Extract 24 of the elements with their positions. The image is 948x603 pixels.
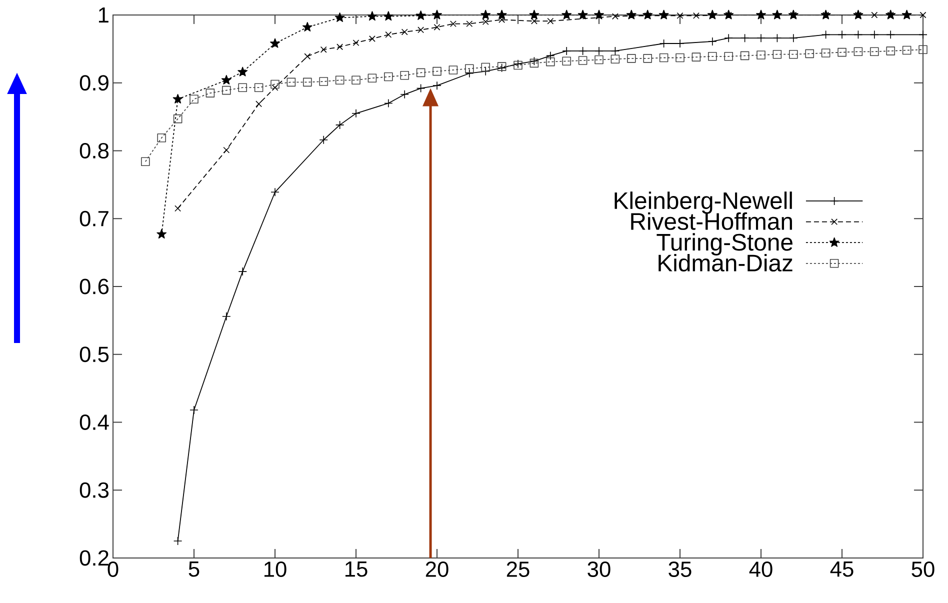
y-tick-label: 0.7	[80, 210, 108, 226]
y-tick-label: 0.4	[80, 414, 109, 430]
y-tick-label: 0.3	[80, 482, 109, 498]
y-tick-label: 1	[98, 7, 108, 23]
x-tick-label: 25	[506, 561, 530, 578]
y-tick-label: 0.9	[80, 75, 108, 91]
y-tick-label: 0.5	[80, 346, 109, 362]
x-tick-label: 15	[345, 562, 368, 577]
x-tick-label: 10	[264, 561, 286, 578]
x-tick-label: 45	[830, 562, 854, 577]
legend-label: Turing-Stone	[656, 233, 792, 256]
y-tick-label: 0.8	[80, 142, 109, 158]
legend-label: Kidman-Diaz	[658, 254, 792, 272]
x-tick-label: 30	[588, 561, 610, 578]
x-tick-label: 35	[668, 561, 692, 578]
legend-label: Kleinberg-Newell	[614, 192, 792, 214]
x-tick-label: 5	[188, 562, 200, 577]
x-tick-label: 20	[426, 561, 448, 578]
y-tick-label: 0.2	[80, 550, 108, 566]
legend-label: Rivest-Hoffman	[631, 212, 792, 230]
x-tick-label: 0	[108, 561, 118, 578]
x-tick-label: 40	[749, 561, 772, 578]
y-tick-label: 0.6	[80, 278, 109, 294]
x-tick-label: 50	[912, 561, 934, 578]
